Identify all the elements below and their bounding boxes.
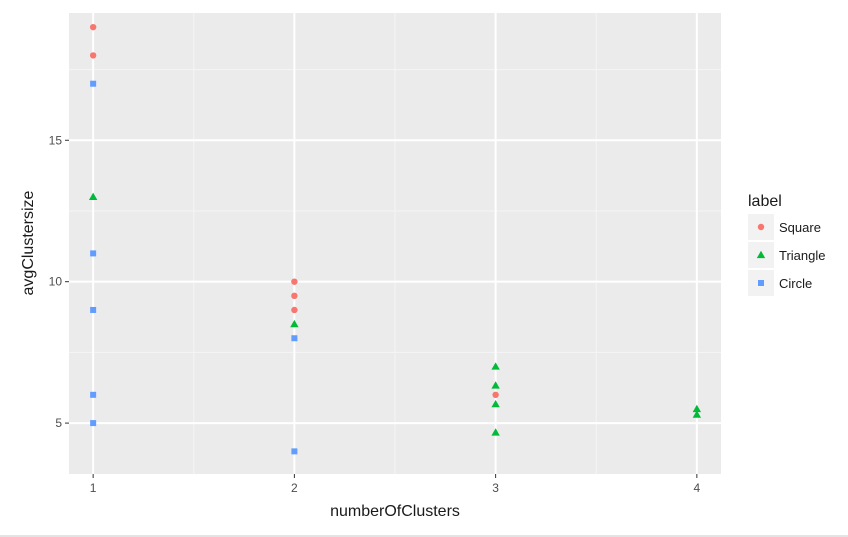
point-circle-2 — [90, 306, 97, 313]
point-triangle-0 — [88, 192, 98, 200]
point-triangle-7 — [692, 410, 702, 418]
point-circle-1 — [90, 250, 97, 257]
legend-marker-circle — [758, 280, 764, 286]
point-circle-6 — [291, 448, 298, 455]
point-triangle-2 — [491, 362, 500, 370]
bottom-divider — [0, 535, 848, 537]
point-circle-5 — [291, 335, 298, 342]
legend-title: label — [748, 193, 782, 210]
y-tick-label-1: 10 — [49, 275, 63, 289]
point-square-5 — [492, 391, 499, 399]
gridlines — [69, 13, 721, 474]
x-tick-label-2: 3 — [492, 481, 499, 495]
point-square-4 — [291, 306, 298, 314]
x-tick-label-3: 4 — [694, 481, 701, 495]
x-tick-label-0: 1 — [90, 481, 97, 495]
legend-marker-triangle — [756, 250, 766, 259]
legend-marker-square — [757, 223, 765, 231]
y-axis-title: avgClustersize — [20, 190, 37, 295]
point-circle-4 — [90, 420, 97, 427]
data-points — [88, 23, 702, 455]
point-triangle-3 — [491, 381, 500, 389]
y-tick-label-2: 15 — [49, 133, 63, 147]
legend: label Square Triangle Circle — [748, 193, 825, 296]
y-tick-label-0: 5 — [55, 416, 62, 430]
point-triangle-6 — [692, 404, 702, 413]
point-triangle-5 — [491, 428, 500, 436]
legend-label-square: Square — [779, 220, 821, 235]
point-circle-3 — [90, 391, 97, 398]
point-square-0 — [89, 23, 97, 31]
point-square-2 — [291, 278, 298, 285]
legend-label-triangle: Triangle — [779, 248, 825, 263]
point-triangle-1 — [290, 319, 299, 328]
point-square-1 — [89, 52, 97, 59]
x-tick-label-1: 2 — [291, 481, 298, 495]
legend-label-circle: Circle — [779, 276, 812, 291]
point-square-3 — [291, 292, 298, 300]
x-axis-title: numberOfClusters — [330, 503, 460, 520]
point-circle-0 — [90, 80, 97, 87]
point-triangle-4 — [491, 399, 500, 408]
axis-ticks: 1 2 3 4 5 10 15 — [49, 133, 701, 495]
